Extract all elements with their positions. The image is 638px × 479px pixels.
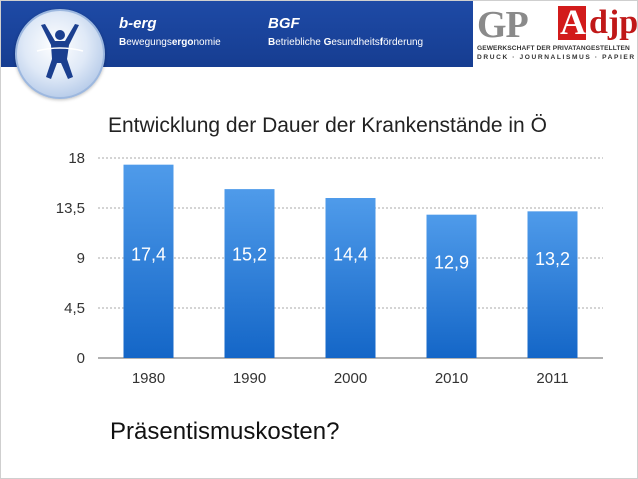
subtitle-part: etriebliche (275, 37, 324, 48)
brand-b-erg-subtitle: Bewegungsergonomie (119, 37, 221, 48)
brand-bgf-subtitle: Betriebliche Gesundheitsförderung (268, 37, 423, 48)
header-banner: b-erg Bewegungsergonomie BGF Betrieblich… (1, 1, 637, 67)
y-tick-label: 9 (77, 250, 85, 267)
subtitle-part: B (268, 37, 276, 48)
subtitle-part: G (323, 37, 332, 48)
subtitle-part: f (379, 37, 384, 48)
subtitle-part: örderung (383, 37, 424, 48)
bar (527, 211, 578, 358)
data-label: 12,9 (434, 252, 469, 272)
gpa-logo-a: A (560, 2, 586, 42)
gpa-djp-logo: GP A djp GEWERKSCHAFT DER PRIVATANGESTEL… (473, 1, 637, 67)
brand-b-erg: b-erg Bewegungsergonomie (119, 15, 221, 48)
gpa-logo-line2: DRUCK · JOURNALISMUS · PAPIER (477, 54, 636, 61)
y-tick-label: 18 (68, 150, 85, 167)
x-tick-label: 2010 (435, 370, 468, 387)
subtitle-part: ewegungs (126, 37, 172, 48)
gpa-logo-red-box: A (558, 2, 586, 42)
subtitle-part: ergo (171, 37, 194, 48)
bar (325, 198, 376, 358)
subtitle-part: B (119, 37, 127, 48)
brand-bgf: BGF Betriebliche Gesundheitsförderung (268, 15, 423, 48)
gpa-logo-line1: GEWERKSCHAFT DER PRIVATANGESTELLTEN (477, 45, 630, 52)
y-tick-label: 13,5 (56, 200, 85, 217)
subtitle-part: nomie (193, 37, 221, 48)
question-text: Präsentismuskosten? (110, 418, 340, 445)
data-label: 13,2 (535, 249, 570, 269)
runner-icon (36, 24, 84, 79)
y-tick-label: 0 (77, 350, 85, 367)
bar (224, 189, 275, 358)
djp-logo-mark: djp (589, 4, 638, 41)
data-label: 14,4 (333, 245, 368, 265)
bar-chart: 17,4 15,2 14,4 12,9 13,2 0 4,5 9 13,5 18 1980 199… (56, 150, 603, 387)
x-tick-label: 1980 (132, 370, 165, 387)
brand-b-erg-title: b-erg (119, 15, 157, 32)
x-tick-label: 2011 (536, 370, 568, 387)
subtitle-part: esundheits (331, 37, 380, 48)
brand-bgf-title: BGF (268, 15, 300, 32)
chart-title: Entwicklung der Dauer der Krankenstände … (108, 114, 547, 137)
data-label: 17,4 (131, 245, 166, 265)
x-tick-label: 2000 (334, 370, 367, 387)
gpa-logo-mark: GP (477, 4, 529, 46)
bar (123, 164, 174, 358)
bar (426, 214, 477, 358)
runner-logo (15, 9, 105, 99)
y-tick-label: 4,5 (64, 300, 85, 317)
data-label: 15,2 (232, 245, 267, 265)
x-tick-label: 1990 (233, 370, 266, 387)
